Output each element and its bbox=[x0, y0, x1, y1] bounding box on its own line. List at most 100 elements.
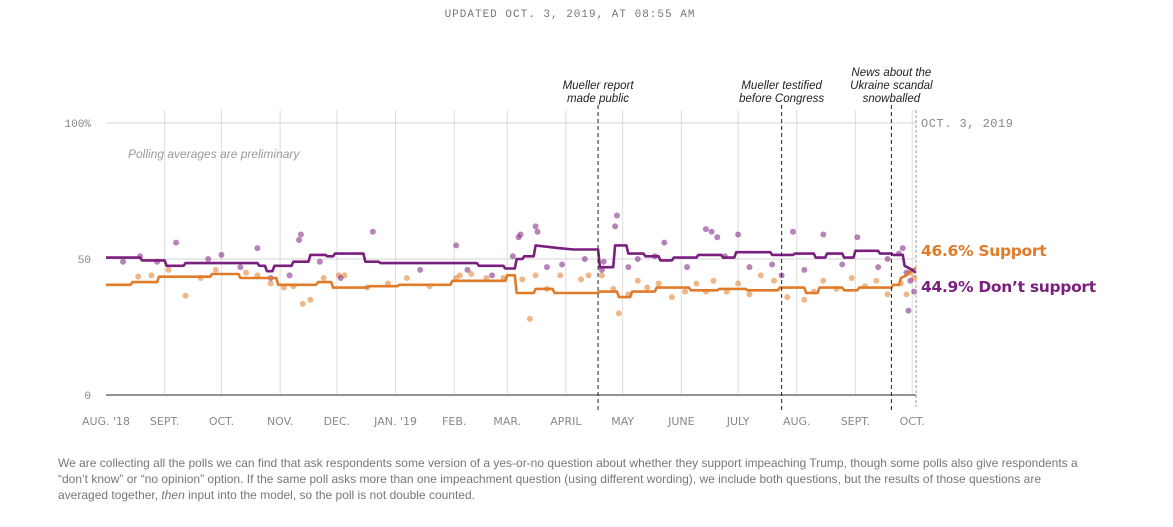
x-tick-label: JAN. '19 bbox=[373, 415, 417, 428]
poll-dot bbox=[559, 261, 566, 268]
x-tick-label: OCT. bbox=[209, 415, 234, 428]
poll-dot bbox=[801, 296, 808, 303]
event-annotation-text: before Congress bbox=[739, 93, 824, 105]
poll-dot bbox=[297, 231, 304, 238]
poll-dot bbox=[299, 300, 306, 307]
poll-dot bbox=[884, 291, 891, 298]
poll-dot bbox=[839, 261, 846, 268]
poll-dot bbox=[634, 277, 641, 284]
poll-dot bbox=[403, 275, 410, 282]
x-tick-label: AUG. '18 bbox=[82, 415, 130, 428]
poll-dot bbox=[417, 266, 424, 273]
event-annotation-text: made public bbox=[567, 93, 629, 105]
event-annotation-text: Mueller testified bbox=[741, 80, 822, 92]
poll-dot bbox=[218, 251, 225, 258]
poll-dot bbox=[848, 275, 855, 282]
poll-dot bbox=[899, 245, 906, 252]
poll-dot bbox=[464, 266, 471, 273]
poll-dot bbox=[517, 231, 524, 238]
x-tick-label: SEPT. bbox=[841, 415, 870, 428]
poll-dot bbox=[173, 239, 180, 246]
average-lines-layer bbox=[106, 244, 917, 299]
poll-dot bbox=[509, 253, 516, 260]
poll-dot bbox=[120, 258, 127, 265]
y-tick-label: 0 bbox=[84, 391, 91, 403]
poll-dot bbox=[820, 277, 827, 284]
poll-dot bbox=[519, 276, 526, 283]
poll-dot bbox=[884, 256, 891, 262]
poll-dot bbox=[307, 296, 314, 303]
x-tick-label: FEB. bbox=[442, 415, 466, 428]
poll-dot bbox=[708, 228, 715, 235]
event-annotation-text: snowballed bbox=[863, 93, 921, 105]
poll-dot bbox=[875, 264, 882, 271]
poll-dot bbox=[684, 264, 691, 271]
poll-dot bbox=[532, 223, 539, 230]
x-tick-label: DEC. bbox=[324, 415, 351, 428]
y-tick-label: 100% bbox=[65, 119, 92, 131]
poll-dot bbox=[789, 228, 796, 235]
poll-dot bbox=[854, 234, 861, 241]
chart-subtitle: Polling averages are preliminary bbox=[128, 147, 300, 161]
poll-dot bbox=[600, 258, 607, 265]
poll-dot bbox=[557, 272, 564, 279]
poll-dot bbox=[254, 245, 261, 252]
poll-dot bbox=[148, 272, 155, 279]
poll-dot bbox=[801, 266, 808, 273]
poll-dot bbox=[820, 231, 827, 238]
updated-timestamp: UPDATED OCT. 3, 2019, AT 08:55 AM bbox=[444, 9, 696, 21]
poll-dot bbox=[746, 291, 753, 298]
poll-dot bbox=[735, 280, 742, 287]
poll-dot bbox=[369, 228, 376, 235]
poll-dot bbox=[534, 228, 541, 235]
poll-dot bbox=[585, 272, 592, 279]
poll-dot bbox=[489, 272, 496, 279]
poll-dot bbox=[907, 277, 914, 284]
x-tick-label: APRIL bbox=[550, 415, 582, 428]
poll-dot bbox=[634, 256, 641, 262]
poll-dot bbox=[243, 269, 250, 276]
y-tick-label: 50 bbox=[78, 255, 91, 267]
poll-dots-layer bbox=[120, 212, 918, 322]
footnote-text: We are collecting all the polls we can f… bbox=[58, 456, 1078, 502]
poll-dot bbox=[456, 272, 463, 279]
poll-dot bbox=[693, 280, 700, 287]
poll-dot bbox=[320, 275, 327, 282]
poll-dot bbox=[784, 294, 791, 301]
average-line bbox=[106, 267, 917, 299]
poll-dot bbox=[296, 236, 303, 243]
poll-dot bbox=[873, 277, 880, 284]
x-tick-label: AUG. bbox=[783, 415, 811, 428]
series-end-label: 44.9% Don’t support bbox=[921, 278, 1097, 296]
poll-dot bbox=[286, 272, 293, 279]
poll-dot bbox=[746, 264, 753, 271]
event-annotation-text: Mueller report bbox=[563, 80, 635, 92]
poll-dot bbox=[735, 231, 742, 238]
event-annotation-text: News about the bbox=[851, 67, 931, 79]
poll-dot bbox=[337, 275, 344, 282]
poll-dot bbox=[668, 294, 675, 301]
x-tick-label: SEPT. bbox=[150, 415, 179, 428]
x-tick-label: MAY bbox=[611, 415, 634, 428]
poll-dot bbox=[905, 307, 912, 314]
current-date-label: OCT. 3, 2019 bbox=[921, 117, 1013, 131]
poll-dot bbox=[316, 258, 323, 265]
poll-dot bbox=[165, 266, 172, 273]
methodology-footnote: We are collecting all the polls we can f… bbox=[58, 455, 1088, 503]
x-tick-label: JUNE bbox=[667, 415, 695, 428]
poll-dot bbox=[615, 310, 622, 317]
poll-dot bbox=[526, 315, 533, 322]
poll-dot bbox=[613, 212, 620, 219]
poll-dot bbox=[182, 292, 189, 299]
poll-dot bbox=[532, 272, 539, 279]
x-tick-label: JULY bbox=[726, 415, 750, 428]
x-tick-label: NOV. bbox=[267, 415, 293, 428]
poll-dot bbox=[453, 242, 460, 249]
event-annotation-text: Ukraine scandal bbox=[850, 80, 933, 92]
x-tick-label: MAR. bbox=[493, 415, 521, 428]
poll-dot bbox=[267, 280, 274, 287]
labels-layer: AUG. '18 SEPT. OCT. NOV. DEC. JAN. '19 FEB. MAR… bbox=[65, 117, 1097, 428]
poll-dot bbox=[757, 272, 764, 279]
average-line bbox=[106, 244, 917, 274]
